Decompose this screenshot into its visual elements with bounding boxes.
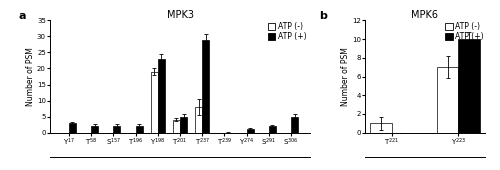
Title: MPK3: MPK3 bbox=[166, 10, 194, 20]
Legend: ATP (-), ATP (+): ATP (-), ATP (+) bbox=[268, 22, 306, 41]
Bar bbox=[69, 123, 76, 133]
Bar bbox=[246, 129, 254, 133]
Bar bbox=[202, 40, 209, 133]
Bar bbox=[458, 39, 479, 133]
Bar bbox=[158, 59, 165, 133]
Bar bbox=[269, 126, 276, 133]
Bar bbox=[437, 67, 458, 133]
Y-axis label: Number of PSM: Number of PSM bbox=[26, 47, 36, 106]
Bar bbox=[180, 117, 187, 133]
Bar bbox=[114, 126, 120, 133]
Bar bbox=[136, 126, 142, 133]
Bar bbox=[370, 123, 392, 133]
Text: b: b bbox=[320, 11, 328, 21]
Title: MPK6: MPK6 bbox=[412, 10, 438, 20]
Y-axis label: Number of PSM: Number of PSM bbox=[342, 47, 350, 106]
Legend: ATP (-), ATP (+): ATP (-), ATP (+) bbox=[445, 22, 484, 41]
Text: a: a bbox=[19, 11, 26, 21]
Bar bbox=[91, 126, 98, 133]
Bar bbox=[173, 120, 180, 133]
Bar bbox=[195, 107, 202, 133]
Bar bbox=[291, 117, 298, 133]
Bar bbox=[150, 72, 158, 133]
